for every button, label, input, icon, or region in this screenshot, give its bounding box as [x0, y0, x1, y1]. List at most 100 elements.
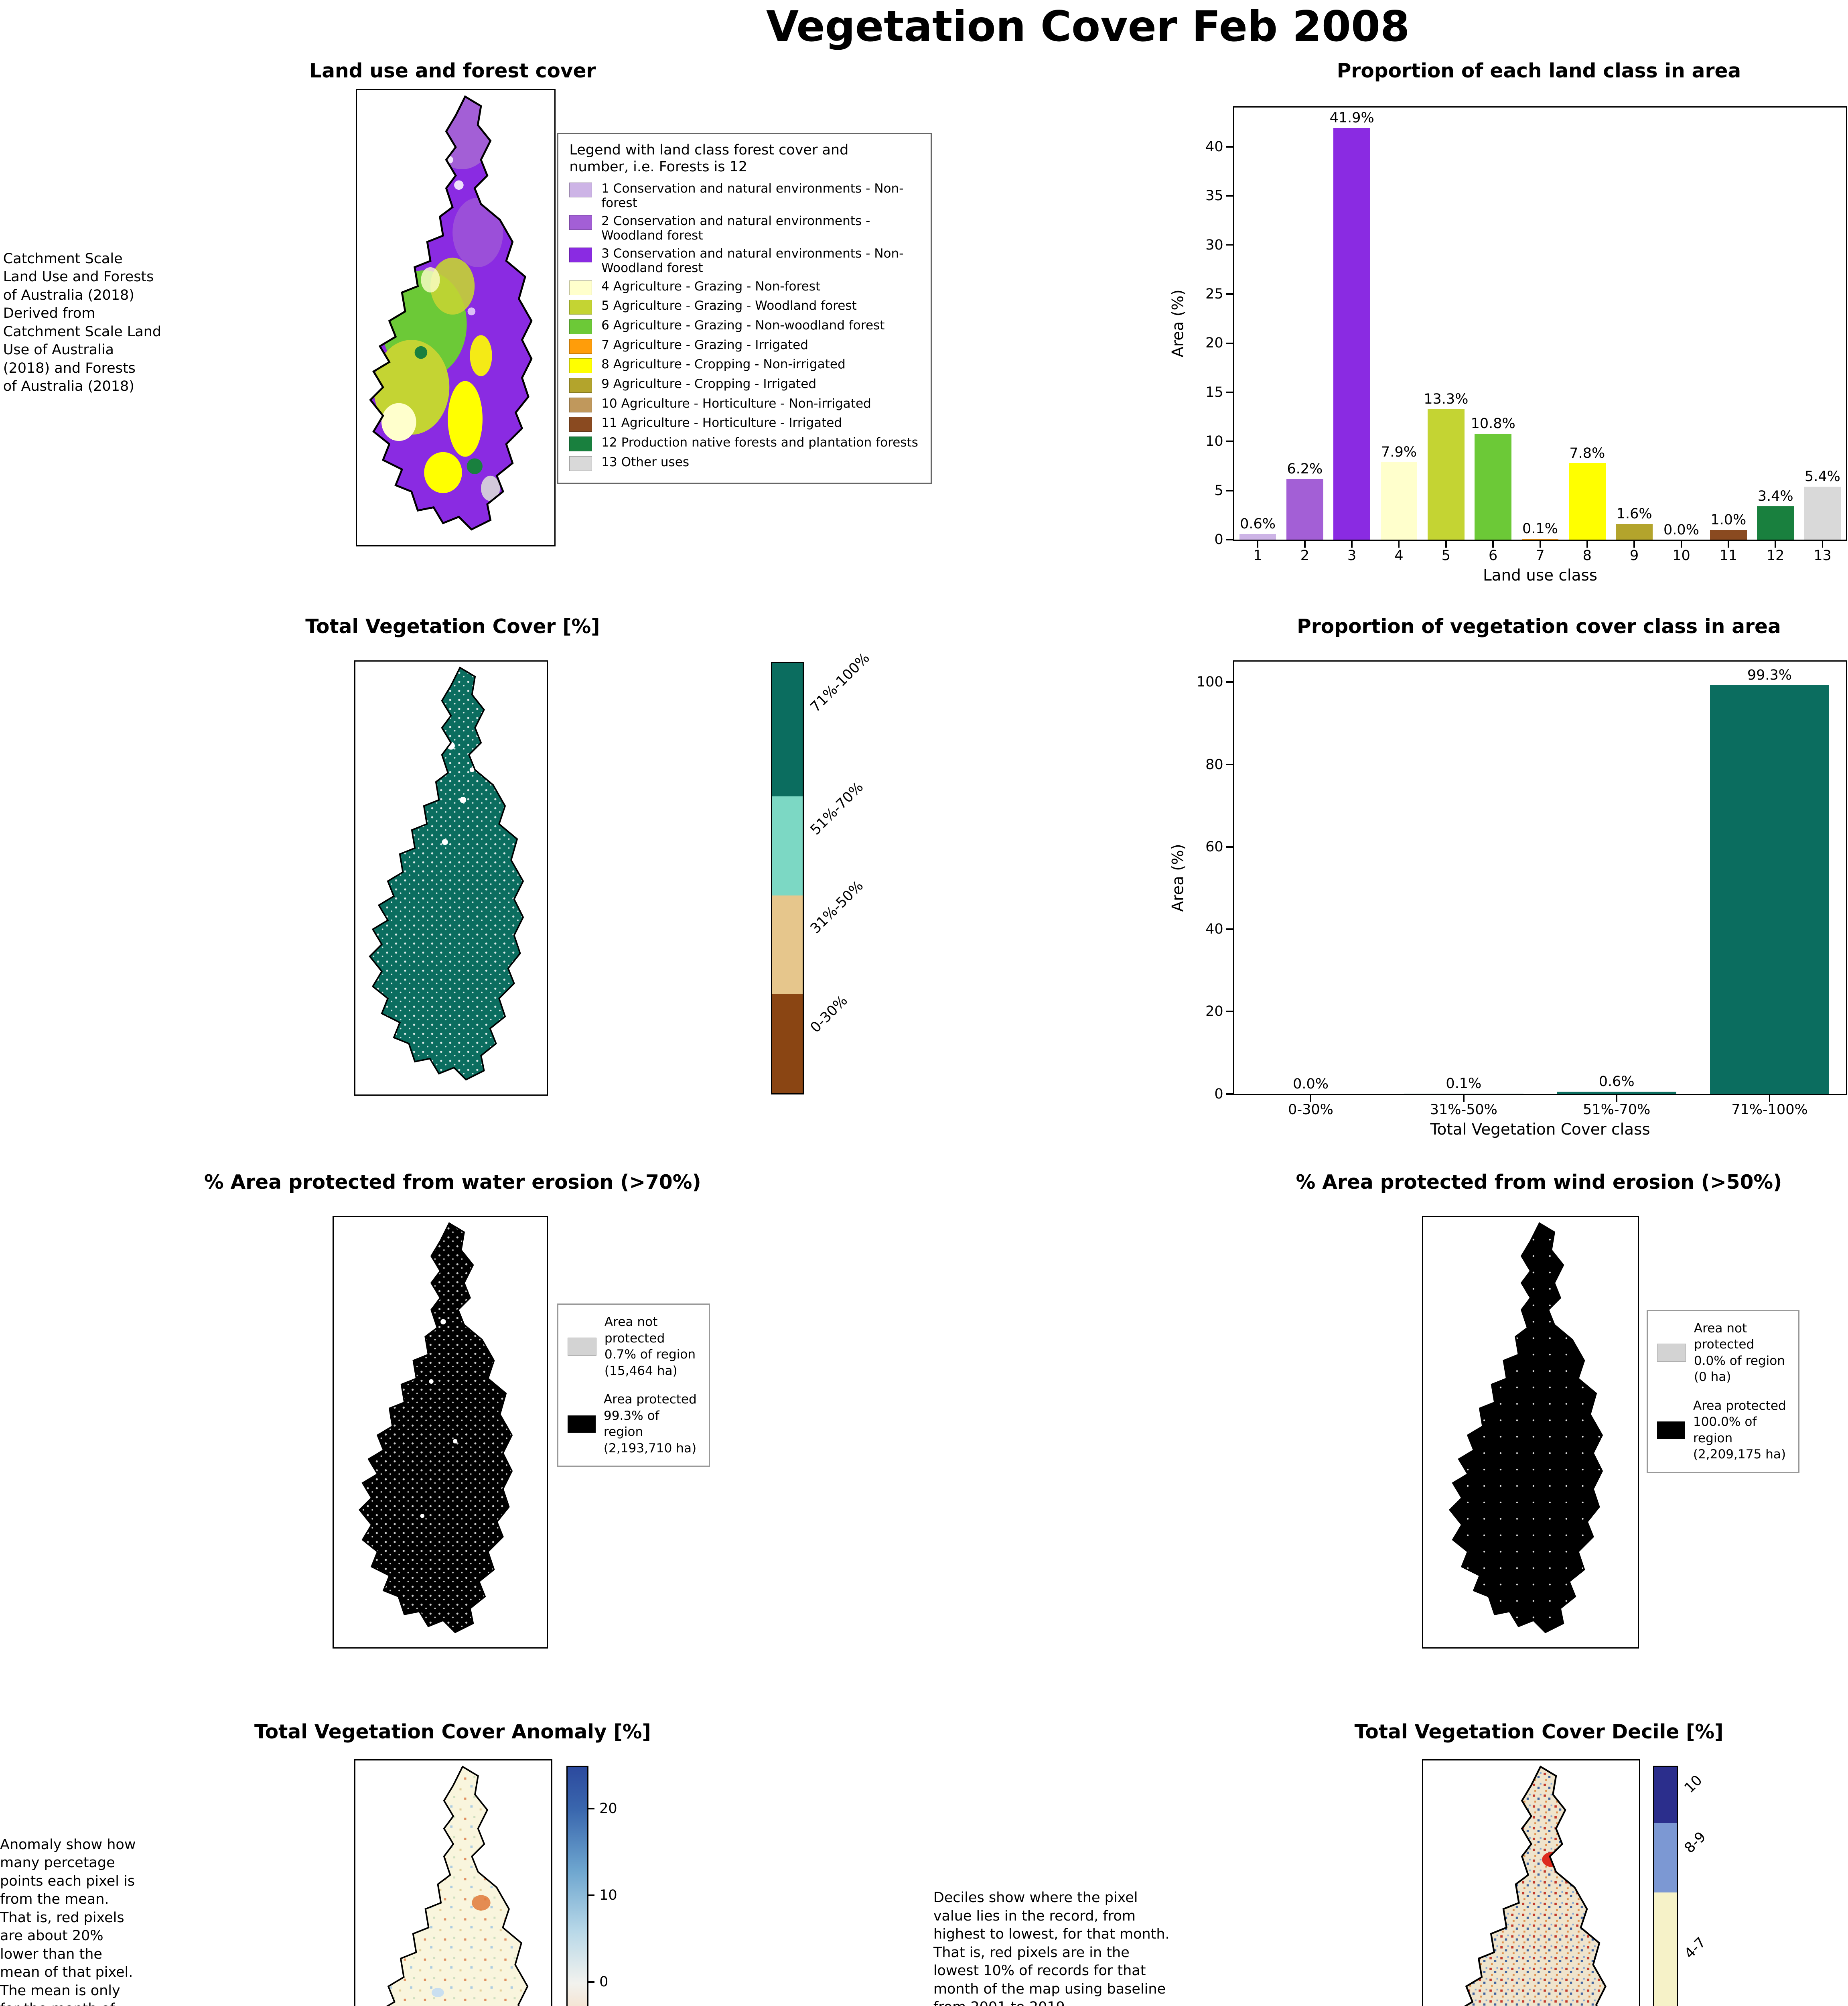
x-tick-label: 13: [1814, 547, 1832, 564]
colorbar-label: 10: [1682, 1772, 1706, 1796]
legend-swatch: [569, 358, 592, 374]
bar-3: [1333, 128, 1370, 540]
colorbar-label: 71%-100%: [807, 650, 873, 716]
colorbar-segment: [772, 994, 803, 1093]
landuse-legend: Legend with land class forest cover and …: [557, 132, 932, 484]
bar-4: [1380, 462, 1418, 540]
y-tick-label: 15: [1205, 384, 1223, 400]
bar-value-label: 0.0%: [1293, 1076, 1329, 1092]
x-tick-label: 3: [1347, 547, 1357, 564]
water-erosion-map: [332, 1216, 548, 1649]
y-tick-label: 20: [1205, 335, 1223, 351]
legend-label: 11 Agriculture - Horticulture - Irrigate…: [601, 416, 842, 430]
x-tick-mark: [1727, 540, 1729, 548]
panel-title-decile: Total Vegetation Cover Decile [%]: [1354, 1720, 1724, 1743]
x-tick-mark: [1539, 540, 1541, 548]
colorbar-label: 0-30%: [807, 992, 851, 1036]
y-tick-label: 0: [1214, 1086, 1223, 1102]
y-tick-mark: [1226, 293, 1234, 295]
legend-label: 2 Conservation and natural environments …: [601, 214, 870, 243]
legend-item-12: 12 Production native forests and plantat…: [569, 435, 919, 451]
x-tick-mark: [1492, 540, 1494, 548]
x-tick-mark: [1822, 540, 1824, 548]
colorbar-segment: [1654, 1823, 1677, 1892]
colorbar-label: 31%-50%: [807, 878, 867, 937]
y-tick-label: 35: [1205, 188, 1223, 204]
legend-item-10: 10 Agriculture - Horticulture - Non-irri…: [569, 396, 919, 412]
water-legend: Area not protected 0.7% of region (15,46…: [557, 1303, 710, 1467]
bar-value-label: 1.6%: [1616, 506, 1652, 522]
x-axis-label: Land use class: [1483, 566, 1598, 585]
x-tick-label: 51%-70%: [1583, 1102, 1651, 1118]
veg-colorbar-bar: [771, 662, 804, 1094]
y-tick-label: 25: [1205, 286, 1223, 302]
legend-label: 1 Conservation and natural environments …: [601, 181, 904, 210]
x-tick-label: 2: [1300, 547, 1309, 564]
y-tick-mark: [1226, 539, 1234, 541]
bar-13: [1804, 487, 1841, 540]
legend-swatch: [569, 339, 592, 354]
legend-label: 9 Agriculture - Cropping - Irrigated: [601, 376, 817, 391]
bar-value-label: 1.0%: [1710, 512, 1747, 528]
landuse-source-note: Catchment Scale Land Use and Forests of …: [3, 250, 162, 395]
legend-item-1: 1 Conservation and natural environments …: [569, 181, 919, 211]
x-tick-mark: [1445, 540, 1447, 548]
legend-swatch: [1657, 1421, 1686, 1439]
vegclass-bar-chart: 0 20 40 60 80 100 0.0% 0-30% 0.1% 31%-50% 0.6% 51%-…: [1169, 660, 1848, 1139]
y-tick-mark: [1226, 392, 1234, 393]
legend-swatch: [569, 378, 592, 393]
x-tick-label: 6: [1489, 547, 1498, 564]
legend-item-3: 3 Conservation and natural environments …: [569, 246, 919, 276]
colorbar-tick-mark: [588, 1894, 595, 1896]
x-tick-mark: [1769, 1094, 1771, 1102]
colorbar-label: 4-7: [1682, 1934, 1709, 1962]
legend-text: Area protected 99.3% of region (2,193,71…: [603, 1392, 697, 1456]
bar-value-label: 41.9%: [1329, 110, 1374, 126]
decile-colorbar: 108-94-72-31: [1653, 1765, 1709, 2006]
landclass-bar-chart: 0 5 10 15 20 25 30 35 40 0.6% 1 6.2% 2 41.9% 3 7.9% 4 13.…: [1169, 106, 1848, 585]
x-tick-label: 11: [1719, 547, 1738, 564]
x-tick-label: 9: [1630, 547, 1639, 564]
colorbar-tick-mark: [588, 1808, 595, 1810]
panel-title-anomaly: Total Vegetation Cover Anomaly [%]: [254, 1720, 651, 1743]
legend-entry: Area not protected 0.0% of region (0 ha): [1657, 1320, 1789, 1385]
legend-swatch: [569, 456, 592, 471]
y-tick-label: 40: [1205, 921, 1223, 938]
x-tick-mark: [1680, 540, 1682, 548]
x-tick-label: 7: [1536, 547, 1545, 564]
y-tick-mark: [1226, 928, 1234, 930]
report-title: Vegetation Cover Feb 2008: [766, 1, 1410, 51]
y-tick-label: 0: [1214, 532, 1223, 548]
legend-swatch: [568, 1415, 596, 1433]
bar-value-label: 0.6%: [1240, 516, 1276, 532]
y-tick-mark: [1226, 146, 1234, 148]
panel-title-water-erosion: % Area protected from water erosion (>70…: [204, 1171, 701, 1194]
decile-map-graphic: [1423, 1760, 1639, 2006]
colorbar-tick-mark: [588, 1981, 595, 1983]
bar-9: [1616, 524, 1653, 540]
y-tick-label: 100: [1196, 674, 1223, 690]
x-tick-mark: [1586, 540, 1588, 548]
bar-71%-100%: [1710, 685, 1830, 1094]
x-tick-mark: [1633, 540, 1635, 548]
anomaly-note: Anomaly show how many percetage points e…: [0, 1836, 136, 2006]
x-tick-mark: [1351, 540, 1353, 548]
panel-title-wind-erosion: % Area protected from wind erosion (>50%…: [1296, 1171, 1782, 1194]
x-tick-mark: [1398, 540, 1400, 548]
colorbar-tick-label: 10: [599, 1887, 617, 1904]
legend-swatch: [569, 417, 592, 432]
colorbar-label: 51%-70%: [807, 779, 867, 839]
y-tick-mark: [1226, 846, 1234, 848]
y-tick-mark: [1226, 441, 1234, 443]
landuse-map-graphic: [357, 90, 554, 545]
y-tick-label: 60: [1205, 839, 1223, 855]
y-tick-mark: [1226, 681, 1234, 683]
legend-item-5: 5 Agriculture - Grazing - Woodland fores…: [569, 298, 919, 315]
legend-swatch: [569, 319, 592, 334]
y-axis-label: Area (%): [1169, 844, 1187, 912]
legend-item-4: 4 Agriculture - Grazing - Non-forest: [569, 279, 919, 295]
panel-title-vegclass-chart: Proportion of vegetation cover class in …: [1297, 615, 1781, 638]
legend-item-13: 13 Other uses: [569, 455, 919, 471]
x-tick-mark: [1304, 540, 1306, 548]
anomaly-map: [354, 1759, 553, 2006]
